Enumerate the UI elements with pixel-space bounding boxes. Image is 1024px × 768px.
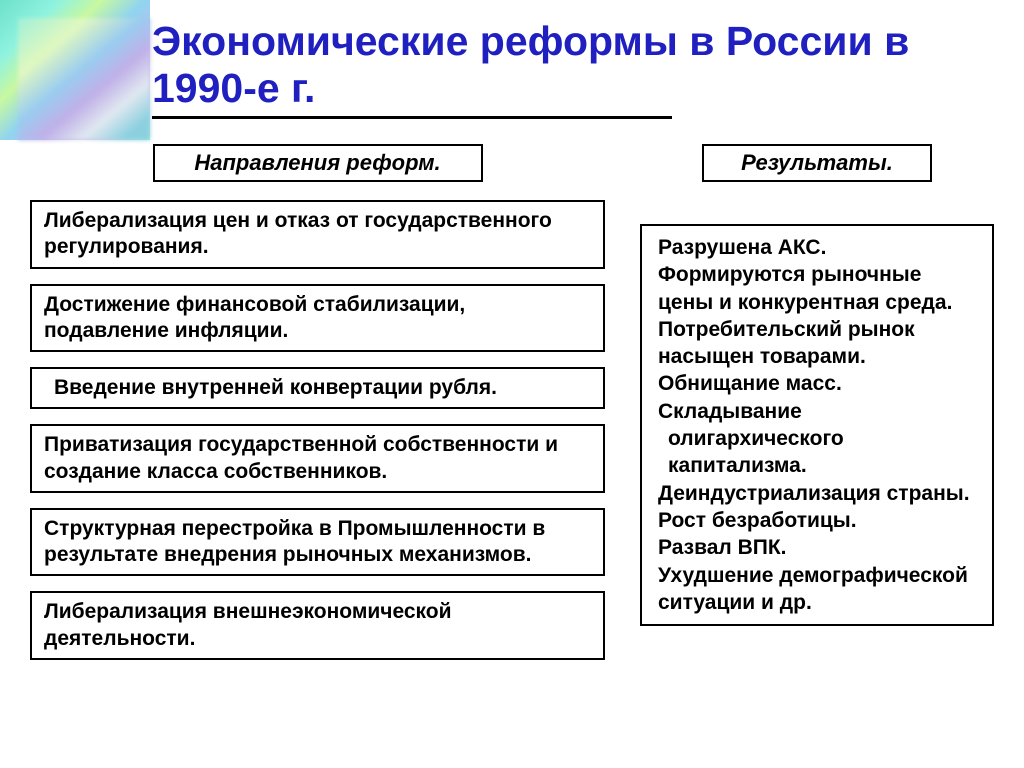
directions-column: Направления реформ. Либерализация цен и … — [30, 144, 605, 756]
result-line: Ухудшение демографической ситуации и др. — [658, 564, 968, 614]
slide-title: Экономические реформы в России в 1990-е … — [152, 18, 994, 112]
direction-item: Структурная перестройка в Промышленности… — [30, 508, 605, 577]
direction-item: Введение внутренней конвертации рубля. — [30, 367, 605, 409]
result-line: Формируются рыночные цены и конкурентная… — [658, 263, 952, 313]
direction-item: Либерализация внешнеэкономической деятел… — [30, 591, 605, 660]
result-line: Деиндустриализация страны. — [658, 482, 970, 505]
result-line: Обнищание масс. — [658, 372, 842, 395]
title-underline — [152, 116, 672, 119]
result-line: Складывание — [658, 400, 802, 423]
results-box: Разрушена АКС. Формируются рыночные цены… — [640, 224, 994, 626]
results-column: Результаты. Разрушена АКС. Формируются р… — [640, 144, 994, 756]
result-line: Потребительский рынок насыщен товарами. — [658, 318, 915, 368]
direction-item: Приватизация государственной собственнос… — [30, 424, 605, 493]
decorative-corner — [0, 0, 150, 140]
directions-header: Направления реформ. — [153, 144, 483, 182]
result-line: Рост безработицы. — [658, 509, 857, 532]
direction-item: Либерализация цен и отказ от государстве… — [30, 200, 605, 269]
result-line: Разрушена АКС. — [658, 236, 826, 259]
result-line: Развал ВПК. — [658, 536, 787, 559]
results-header: Результаты. — [702, 144, 932, 182]
slide-title-block: Экономические реформы в России в 1990-е … — [152, 18, 994, 119]
result-line: олигархического капитализма. — [658, 425, 976, 480]
content-columns: Направления реформ. Либерализация цен и … — [30, 144, 994, 756]
direction-item: Достижение финансовой стабилизации, пода… — [30, 284, 605, 353]
